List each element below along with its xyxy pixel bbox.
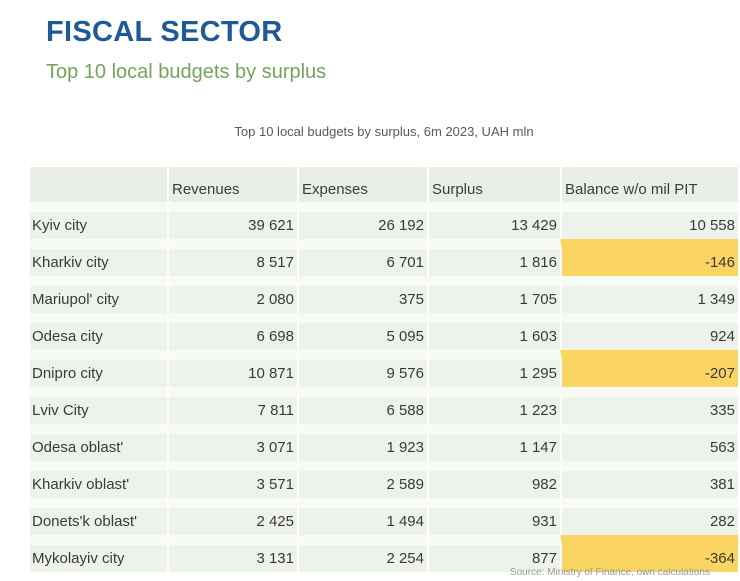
table-row: Lviv City 7 811 6 588 1 223 335 [30, 387, 738, 424]
revenues-cell: 2 080 [167, 276, 297, 313]
expenses-cell: 2 254 [297, 535, 427, 572]
row-label-cell: Kharkiv city [30, 239, 167, 276]
surplus-cell: 877 [427, 535, 560, 572]
table-row: Donets'k oblast' 2 425 1 494 931 282 [30, 498, 738, 535]
revenues-cell: 2 425 [167, 498, 297, 535]
balance-cell: 335 [560, 387, 738, 424]
table-row: Dnipro city 10 871 9 576 1 295 -207 [30, 350, 738, 387]
expenses-cell: 1 923 [297, 424, 427, 461]
revenues-cell: 3 131 [167, 535, 297, 572]
surplus-cell: 1 705 [427, 276, 560, 313]
column-header-balance: Balance w/o mil PIT [560, 167, 738, 202]
expenses-cell: 2 589 [297, 461, 427, 498]
expenses-cell: 6 588 [297, 387, 427, 424]
page-title: FISCAL SECTOR [46, 16, 283, 48]
page-subtitle: Top 10 local budgets by surplus [46, 61, 327, 83]
revenues-cell: 3 571 [167, 461, 297, 498]
table-row: Odesa oblast' 3 071 1 923 1 147 563 [30, 424, 738, 461]
surplus-cell: 1 295 [427, 350, 560, 387]
revenues-cell: 6 698 [167, 313, 297, 350]
balance-cell: 381 [560, 461, 738, 498]
surplus-cell: 1 603 [427, 313, 560, 350]
surplus-cell: 13 429 [427, 202, 560, 239]
header-row: Revenues Expenses Surplus Balance w/o mi… [30, 167, 738, 202]
column-header-revenues: Revenues [167, 167, 297, 202]
row-label-cell: Lviv City [30, 387, 167, 424]
table-caption: Top 10 local budgets by surplus, 6m 2023… [234, 124, 534, 139]
surplus-cell: 1 147 [427, 424, 560, 461]
balance-cell: 1 349 [560, 276, 738, 313]
expenses-cell: 26 192 [297, 202, 427, 239]
revenues-cell: 7 811 [167, 387, 297, 424]
source-note: Source: Ministry of Finance, own calcula… [509, 567, 710, 578]
row-label-cell: Donets'k oblast' [30, 498, 167, 535]
revenues-cell: 8 517 [167, 239, 297, 276]
table-body: Kyiv city 39 621 26 192 13 429 10 558 Kharkiv… [30, 202, 738, 572]
expenses-cell: 5 095 [297, 313, 427, 350]
table-row: Mykolayiv city 3 131 2 254 877 -364 [30, 535, 738, 572]
table-row: Kyiv city 39 621 26 192 13 429 10 558 [30, 202, 738, 239]
revenues-cell: 3 071 [167, 424, 297, 461]
balance-cell: -146 [560, 239, 738, 276]
column-header-blank [30, 167, 167, 202]
row-label-cell: Odesa city [30, 313, 167, 350]
revenues-cell: 39 621 [167, 202, 297, 239]
expenses-cell: 9 576 [297, 350, 427, 387]
surplus-cell: 982 [427, 461, 560, 498]
table-row: Mariupol' city 2 080 375 1 705 1 349 [30, 276, 738, 313]
column-header-expenses: Expenses [297, 167, 427, 202]
surplus-cell: 931 [427, 498, 560, 535]
row-label-cell: Kyiv city [30, 202, 167, 239]
budget-table: Revenues Expenses Surplus Balance w/o mi… [30, 167, 738, 572]
surplus-cell: 1 223 [427, 387, 560, 424]
balance-cell: -207 [560, 350, 738, 387]
table-row: Kharkiv oblast' 3 571 2 589 982 381 [30, 461, 738, 498]
row-label-cell: Dnipro city [30, 350, 167, 387]
revenues-cell: 10 871 [167, 350, 297, 387]
expenses-cell: 6 701 [297, 239, 427, 276]
expenses-cell: 375 [297, 276, 427, 313]
expenses-cell: 1 494 [297, 498, 427, 535]
surplus-cell: 1 816 [427, 239, 560, 276]
row-label-cell: Odesa oblast' [30, 424, 167, 461]
table-row: Kharkiv city 8 517 6 701 1 816 -146 [30, 239, 738, 276]
table-row: Odesa city 6 698 5 095 1 603 924 [30, 313, 738, 350]
row-label-cell: Mykolayiv city [30, 535, 167, 572]
balance-cell: 924 [560, 313, 738, 350]
balance-cell: 282 [560, 498, 738, 535]
balance-cell: -364 [560, 535, 738, 572]
row-label-cell: Kharkiv oblast' [30, 461, 167, 498]
balance-cell: 10 558 [560, 202, 738, 239]
balance-cell: 563 [560, 424, 738, 461]
row-label-cell: Mariupol' city [30, 276, 167, 313]
column-header-surplus: Surplus [427, 167, 560, 202]
